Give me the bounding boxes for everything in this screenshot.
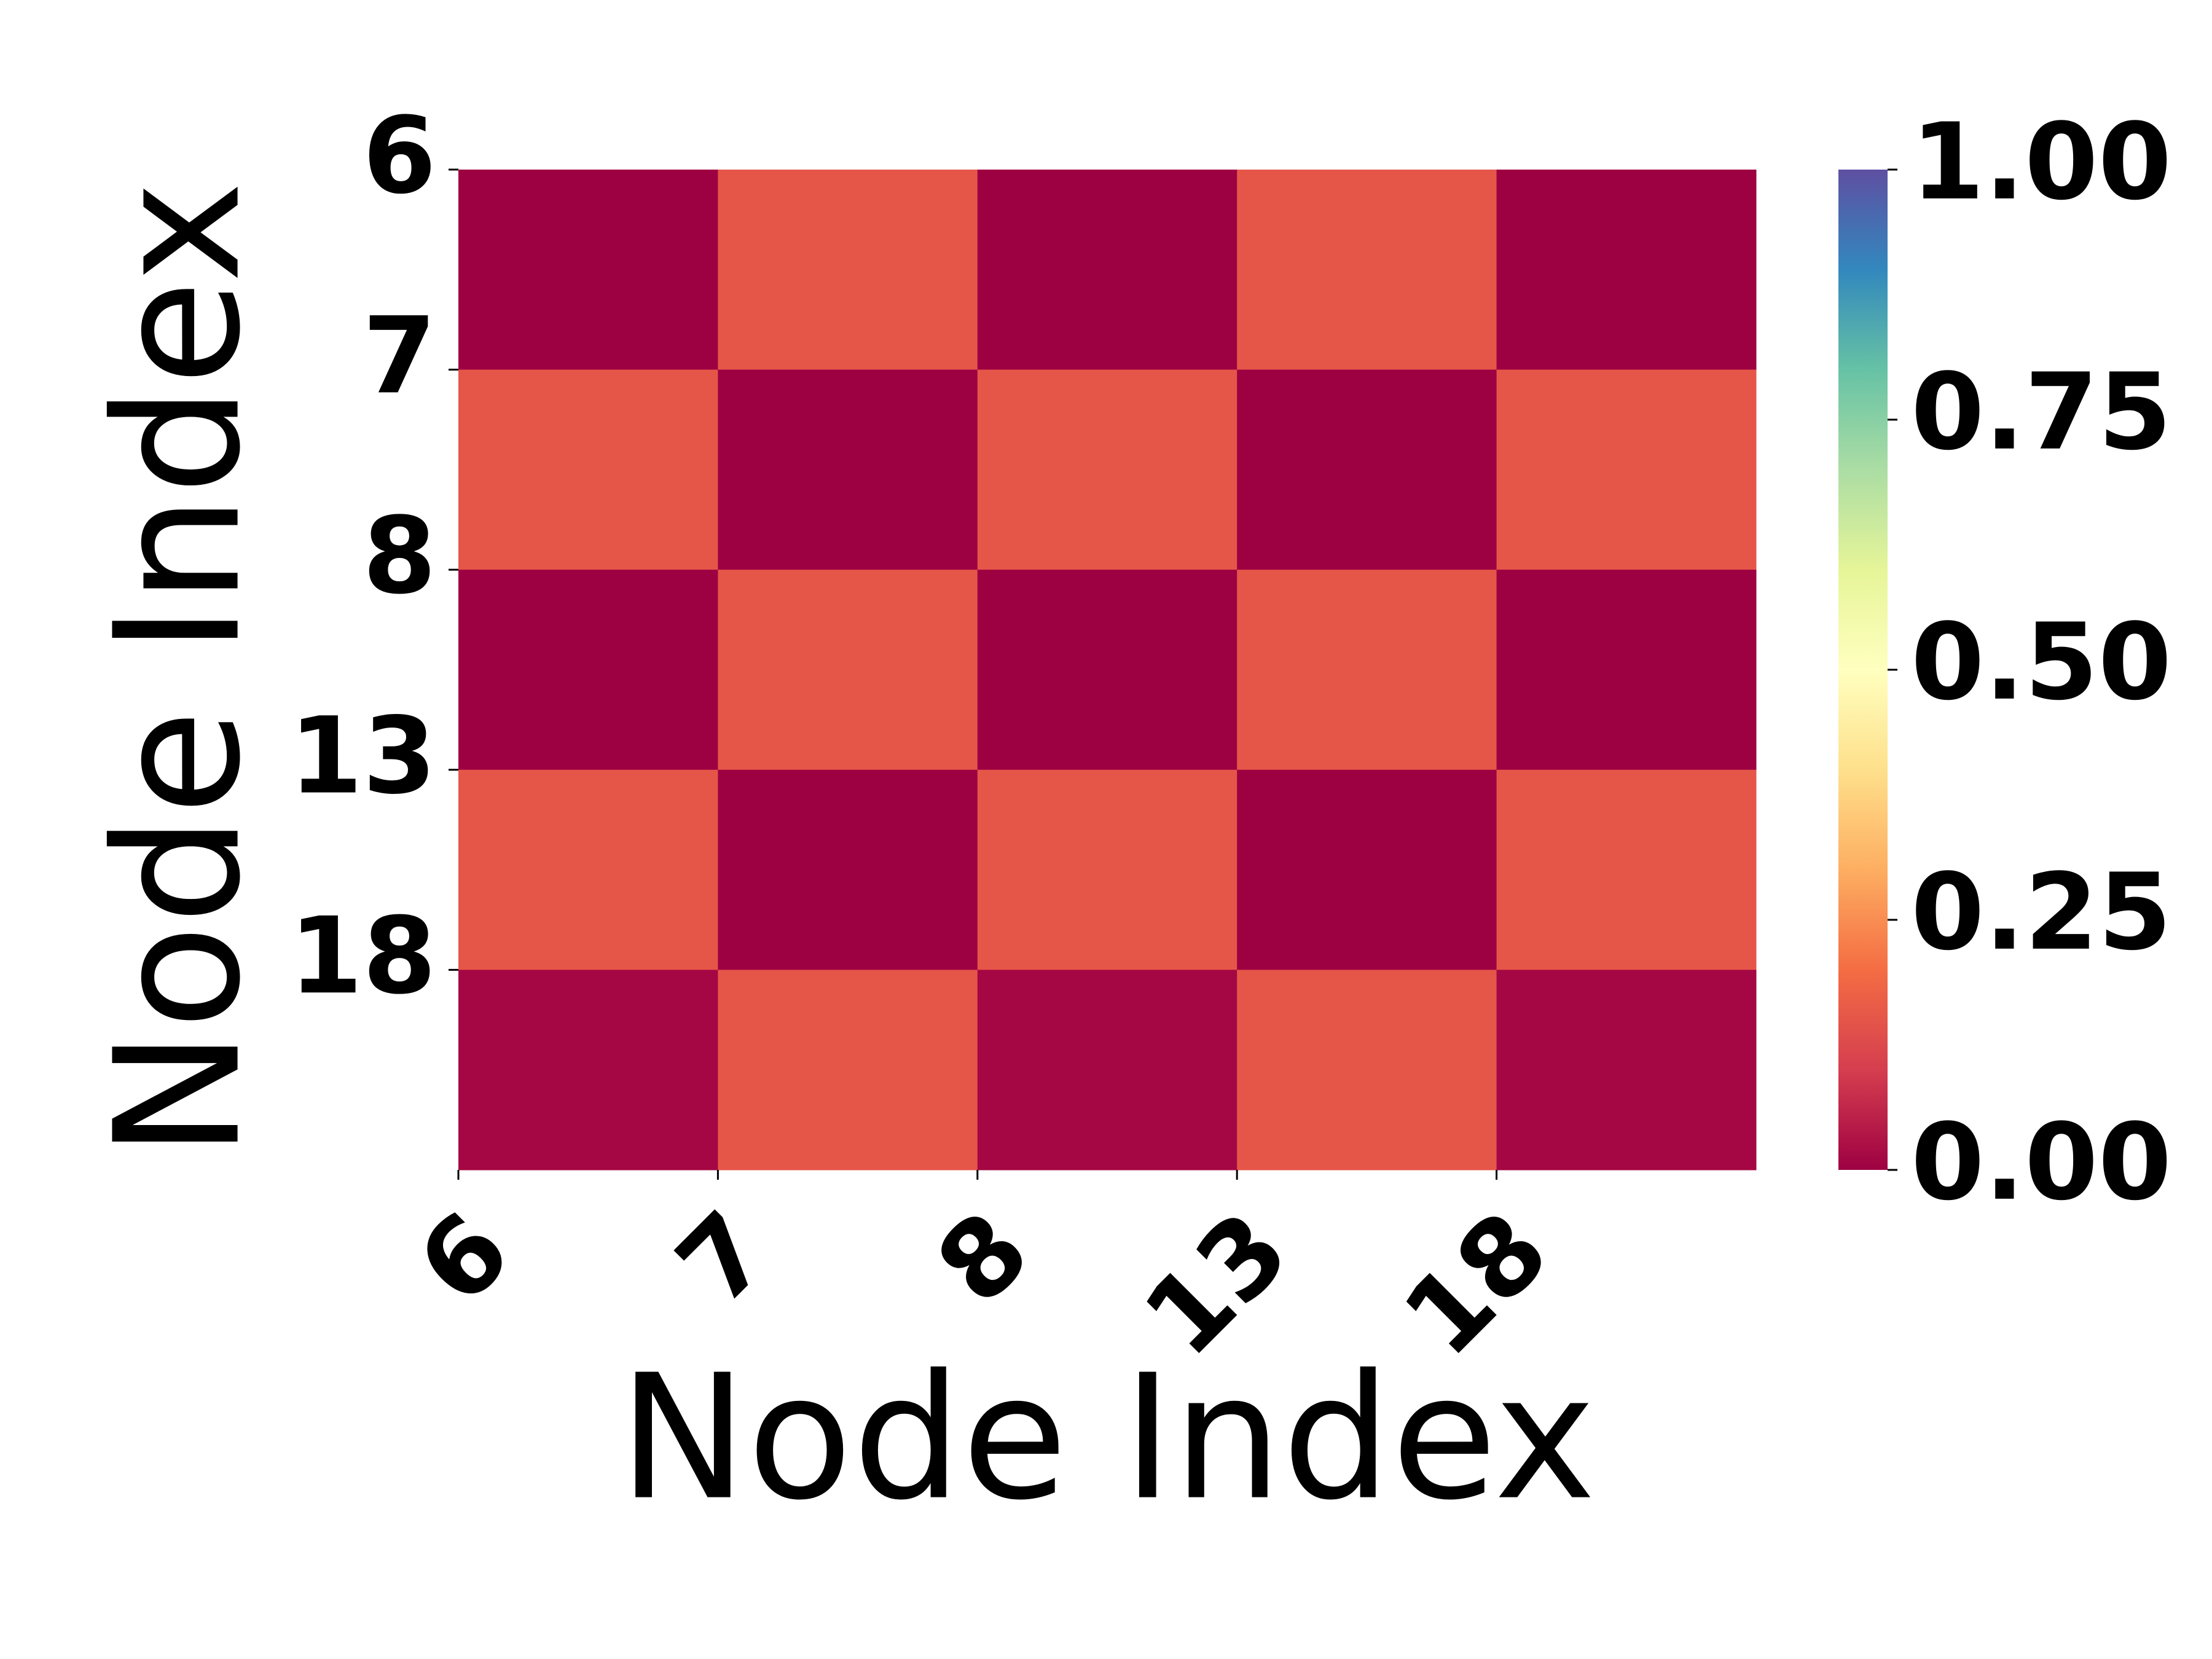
x-tick-label: 6 <box>394 1188 533 1328</box>
y-tick-label: 8 <box>363 494 436 618</box>
heatmap-cell <box>977 170 1237 371</box>
heatmap-cell <box>1237 570 1497 771</box>
x-tick-label: 8 <box>913 1188 1053 1328</box>
heatmap-cell <box>1496 369 1757 570</box>
heatmap-cell <box>458 570 718 771</box>
heatmap-cell <box>977 369 1237 570</box>
heatmap-cell <box>1496 970 1757 1171</box>
heatmap-cell <box>458 369 718 570</box>
heatmap-cell <box>1496 170 1757 371</box>
heatmap-cell <box>718 170 978 371</box>
heatmap-cell <box>458 769 718 970</box>
heatmap-cell <box>458 970 718 1171</box>
heatmap-cell <box>1237 970 1497 1171</box>
y-tick-label: 13 <box>289 694 436 818</box>
heatmap-cell <box>718 369 978 570</box>
heatmap-cell <box>977 570 1237 771</box>
y-tick-label: 7 <box>363 294 436 417</box>
y-tick-label: 6 <box>363 94 436 218</box>
y-axis-label: Node Index <box>79 181 279 1159</box>
colorbar-tick-label: 0.25 <box>1911 850 2171 974</box>
heatmap-cell <box>977 970 1237 1171</box>
colorbar-tick-label: 0.75 <box>1911 350 2171 474</box>
colorbar-tick-label: 1.00 <box>1911 100 2171 224</box>
heatmap-cell <box>1237 369 1497 570</box>
colorbar-tick-label: 0.50 <box>1911 600 2171 724</box>
heatmap-cell <box>718 970 978 1171</box>
x-tick-label: 7 <box>654 1188 793 1328</box>
x-axis-label: Node Index <box>619 1338 1596 1539</box>
heatmap-cell <box>1496 570 1757 771</box>
colorbar <box>1838 170 1888 1170</box>
heatmap-cell <box>718 769 978 970</box>
heatmap-cell <box>1237 170 1497 371</box>
colorbar-tick-label: 0.00 <box>1911 1100 2171 1224</box>
heatmap-cell <box>458 170 718 371</box>
y-tick-label: 18 <box>289 894 436 1018</box>
heatmap-cell <box>1496 769 1757 970</box>
heatmap-cell <box>718 570 978 771</box>
heatmap-cell <box>1237 769 1497 970</box>
heatmap-cell <box>977 769 1237 970</box>
